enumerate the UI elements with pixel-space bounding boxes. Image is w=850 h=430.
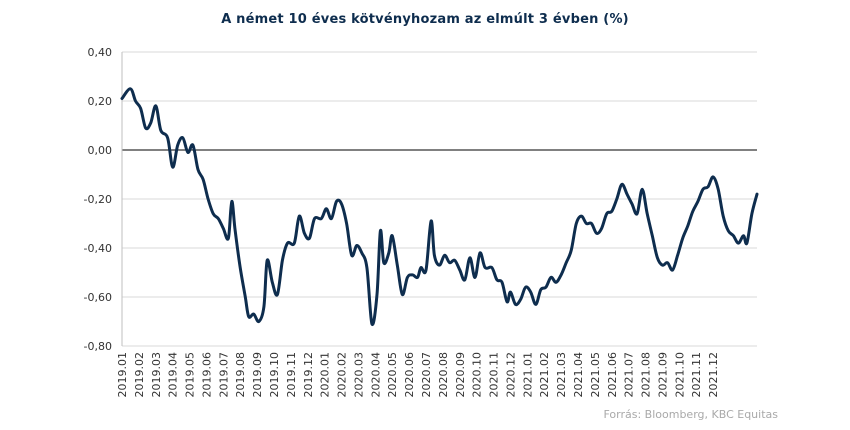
series [120,87,759,327]
y-tick-label: -0,80 [84,340,112,353]
x-tick-label: 2019.04 [167,352,180,398]
x-tick-label: 2021.11 [690,352,703,398]
x-tick-label: 2019.12 [302,352,315,398]
x-tick-label: 2021.12 [707,352,720,398]
x-tick-label: 2021.03 [555,352,568,398]
x-tick-label: 2020.09 [454,352,467,398]
chart-title: A német 10 éves kötvényhozam az elmúlt 3… [221,12,629,27]
x-tick-label: 2021.01 [521,352,534,398]
x-tick-label: 2019.09 [251,352,264,398]
x-tick-label: 2020.04 [369,352,382,398]
x-tick-label: 2020.06 [403,352,416,398]
x-tick-label: 2019.01 [116,352,129,398]
x-tick-label: 2019.06 [200,352,213,398]
x-tick-label: 2021.08 [640,352,653,398]
x-tick-label: 2020.11 [488,352,501,398]
x-tick-label: 2021.04 [572,352,585,398]
x-tick-label: 2019.08 [234,352,247,398]
yield-line [120,87,759,327]
x-tick-label: 2019.02 [133,352,146,398]
y-axis-tick-labels: 0,40 0,20 0,00 -0,20 -0,40 -0,60 -0,80 [84,46,112,353]
x-tick-label: 2020.01 [319,352,332,398]
x-tick-label: 2020.08 [437,352,450,398]
x-tick-label: 2019.11 [285,352,298,398]
x-tick-label: 2020.02 [336,352,349,398]
y-tick-label: 0,20 [88,95,113,108]
x-tick-label: 2021.10 [673,352,686,398]
x-tick-label: 2020.12 [504,352,517,398]
x-tick-label: 2021.06 [606,352,619,398]
y-tick-label: -0,40 [84,242,112,255]
y-tick-label: -0,60 [84,291,112,304]
x-tick-label: 2019.03 [150,352,163,398]
axes [121,52,757,346]
source-note: Forrás: Bloomberg, KBC Equitas [603,408,778,421]
x-tick-label: 2020.07 [420,352,433,398]
gridlines [122,51,757,347]
x-tick-label: 2019.10 [268,352,281,398]
x-tick-label: 2019.07 [217,352,230,398]
x-tick-label: 2019.05 [184,352,197,398]
y-tick-label: -0,20 [84,193,112,206]
x-tick-label: 2021.07 [623,352,636,398]
x-axis-tick-labels: 2019.01 2019.02 2019.03 2019.04 2019.05 2019.… [116,352,720,398]
x-tick-label: 2021.05 [589,352,602,398]
y-tick-label: 0,00 [88,144,113,157]
y-tick-label: 0,40 [88,46,113,59]
x-tick-label: 2021.02 [538,352,551,398]
x-tick-label: 2020.03 [352,352,365,398]
x-tick-label: 2020.05 [386,352,399,398]
x-tick-label: 2021.09 [656,352,669,398]
x-tick-label: 2020.10 [471,352,484,398]
